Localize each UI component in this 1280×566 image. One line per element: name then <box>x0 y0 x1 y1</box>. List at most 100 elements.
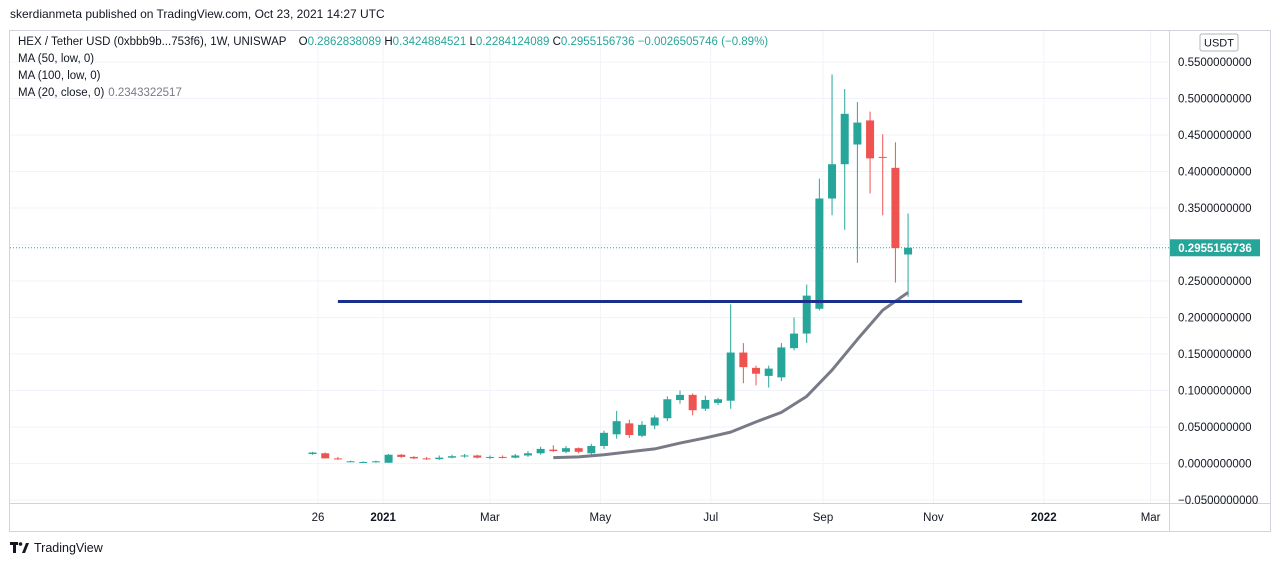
candle-body <box>777 347 786 378</box>
candle <box>511 454 520 459</box>
candle <box>574 447 583 454</box>
candle-body <box>447 456 456 458</box>
candle <box>599 430 608 449</box>
last-price-tag <box>1170 239 1260 257</box>
price-tick-label: 0.2500000000 <box>1178 276 1252 288</box>
candle <box>802 284 811 344</box>
low-value: 0.2284124089 <box>475 36 550 48</box>
candle <box>815 178 824 311</box>
candle-body <box>409 456 418 459</box>
high-value: 0.3424884521 <box>392 36 467 48</box>
candle <box>409 456 418 460</box>
candle-body <box>726 352 735 401</box>
candle <box>840 89 849 230</box>
candle-body <box>714 399 723 403</box>
candle-body <box>815 198 824 309</box>
price-tick-label: 0.4000000000 <box>1178 167 1252 179</box>
candle-body <box>752 367 761 374</box>
currency-button-box[interactable] <box>1199 33 1239 52</box>
price-tick-label: 0.3500000000 <box>1178 203 1252 215</box>
candle-body <box>422 458 431 460</box>
candle <box>752 365 761 386</box>
candle <box>447 454 456 459</box>
candle-body <box>802 295 811 334</box>
currency-button-label[interactable]: USDT <box>1204 38 1234 50</box>
candle-body <box>676 394 685 400</box>
candle-body <box>828 164 837 199</box>
candle-body <box>701 399 710 409</box>
candle <box>561 445 570 454</box>
tradingview-logo-icon <box>10 542 30 554</box>
open-label: O <box>298 36 308 48</box>
candle <box>473 454 482 459</box>
candle-body <box>549 449 558 452</box>
candle <box>701 395 710 411</box>
ma20-value: 0.2343322517 <box>108 87 182 99</box>
candle-body <box>371 461 380 463</box>
time-tick-label: Mar <box>480 512 500 524</box>
candle-body <box>485 456 494 458</box>
price-tick-label: 0.0000000000 <box>1178 459 1252 471</box>
candle-body <box>891 167 900 249</box>
footer-brand[interactable]: TradingView <box>10 541 103 555</box>
time-tick-label: Sep <box>813 512 833 524</box>
currency-button[interactable]: USDT <box>1199 33 1239 52</box>
ma100-row[interactable]: MA (100, low, 0) <box>18 68 768 85</box>
candle <box>536 446 545 455</box>
candle-body <box>346 461 355 463</box>
candle <box>523 451 532 457</box>
candle <box>333 456 342 460</box>
ohlc-row: HEX / Tether USD (0xbbb9b...753f6), 1W, … <box>18 34 768 51</box>
candle <box>866 111 875 194</box>
candle <box>308 451 317 455</box>
candle-body <box>688 394 697 411</box>
time-tick-label: 26 <box>312 512 325 524</box>
candle <box>764 365 773 388</box>
candle-body <box>853 122 862 145</box>
candle-body <box>663 399 672 419</box>
candle-body <box>460 455 469 457</box>
candle <box>397 454 406 458</box>
price-tick-label: 0.5000000000 <box>1178 94 1252 106</box>
change-value: −0.0026505746 (−0.89%) <box>637 36 769 48</box>
publish-info: skerdianmeta published on TradingView.co… <box>10 7 385 21</box>
candle <box>422 456 431 460</box>
price-tick-label: 0.2000000000 <box>1178 313 1252 325</box>
time-tick-label: Nov <box>923 512 944 524</box>
time-tick-label: May <box>589 512 611 524</box>
ma20-row[interactable]: MA (20, close, 0) 0.2343322517 <box>18 85 768 102</box>
candle <box>853 102 862 263</box>
ma-series <box>553 291 909 460</box>
candle-body <box>333 458 342 460</box>
candle <box>650 415 659 430</box>
candle <box>777 343 786 382</box>
candle-body <box>599 432 608 446</box>
candle-body <box>397 454 406 457</box>
time-tick-label: 2022 <box>1031 512 1057 524</box>
candle-body <box>473 455 482 458</box>
time-tick-label: Jul <box>703 512 718 524</box>
candle-body <box>739 352 748 368</box>
candle-body <box>359 462 368 464</box>
candle-body <box>536 448 545 454</box>
candle-body <box>498 456 507 458</box>
symbol-label[interactable]: HEX / Tether USD (0xbbb9b...753f6), 1W, … <box>18 36 287 48</box>
candle-body <box>637 424 646 436</box>
last-price-label: 0.2955156736 <box>1170 239 1260 257</box>
open-value: 0.2862838089 <box>307 36 382 48</box>
candle <box>549 445 558 452</box>
ma20-line <box>553 291 909 460</box>
price-axis[interactable]: −0.0500000000 0.0000000000 0.0500000000 0.1… <box>1178 57 1258 507</box>
low-label: L <box>469 36 476 48</box>
candle <box>612 410 621 439</box>
chart-frame <box>9 30 1271 532</box>
candle <box>498 455 507 459</box>
price-tick-label: 0.5500000000 <box>1178 57 1252 69</box>
chart-legend: HEX / Tether USD (0xbbb9b...753f6), 1W, … <box>18 34 768 102</box>
time-axis[interactable]: 26 2021 Mar May Jul Sep Nov 2022 Mar <box>312 512 1161 524</box>
ma50-row[interactable]: MA (50, low, 0) <box>18 51 768 68</box>
candle-body <box>764 368 773 376</box>
candle <box>790 317 799 351</box>
candle-body <box>904 247 913 255</box>
